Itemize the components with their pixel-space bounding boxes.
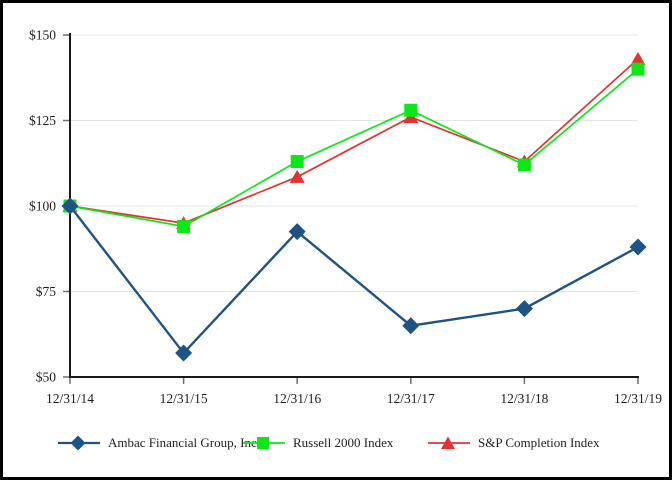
triangle-point-icon <box>630 51 646 65</box>
series-line-diamond <box>69 205 639 355</box>
diamond-point-icon <box>515 300 533 318</box>
diamond-point-icon <box>61 197 79 215</box>
x-axis-label: 12/31/18 <box>500 391 548 406</box>
square-point-icon <box>177 220 191 234</box>
x-axis-label: 12/31/19 <box>614 391 662 406</box>
square-point-icon <box>404 103 418 117</box>
x-axis-label: 12/31/14 <box>46 391 94 406</box>
chart-canvas: $150 $125 $100 $75 $50 12/31/14 12/31/15 12/31/… <box>29 28 662 407</box>
x-axis-label: 12/31/15 <box>160 391 208 406</box>
diamond-point-icon <box>629 238 647 256</box>
legend-label-ambac: Ambac Financial Group, Inc. <box>108 435 260 450</box>
triangle-marker-icon <box>428 436 470 449</box>
x-axis-label: 12/31/17 <box>387 391 435 406</box>
square-marker-icon <box>243 437 285 449</box>
legend-item-sp-completion: S&P Completion Index <box>428 434 600 452</box>
y-axis-label: $50 <box>36 370 57 385</box>
legend-item-ambac: Ambac Financial Group, Inc. <box>58 434 260 452</box>
triangle-point-icon <box>289 169 305 183</box>
square-point-icon <box>517 158 531 172</box>
diamond-point-icon <box>402 317 420 335</box>
y-axis-label: $75 <box>36 284 57 299</box>
diamond-point-icon <box>288 223 306 241</box>
chart-legend: Ambac Financial Group, Inc. Russell 2000… <box>3 434 669 454</box>
legend-label-russell: Russell 2000 Index <box>293 435 394 450</box>
series-line-triangle <box>69 58 639 224</box>
y-axis-label: $125 <box>29 113 56 128</box>
x-axis-label: 12/31/16 <box>273 391 321 406</box>
square-point-icon <box>631 62 645 76</box>
legend-label-sp-completion: S&P Completion Index <box>478 435 600 450</box>
square-point-icon <box>290 155 304 169</box>
y-axis-label: $100 <box>29 199 56 214</box>
y-axis-label: $150 <box>29 28 56 43</box>
diamond-marker-icon <box>58 435 100 451</box>
legend-item-russell: Russell 2000 Index <box>243 434 393 452</box>
diamond-point-icon <box>175 344 193 362</box>
series-line-square <box>69 68 639 228</box>
